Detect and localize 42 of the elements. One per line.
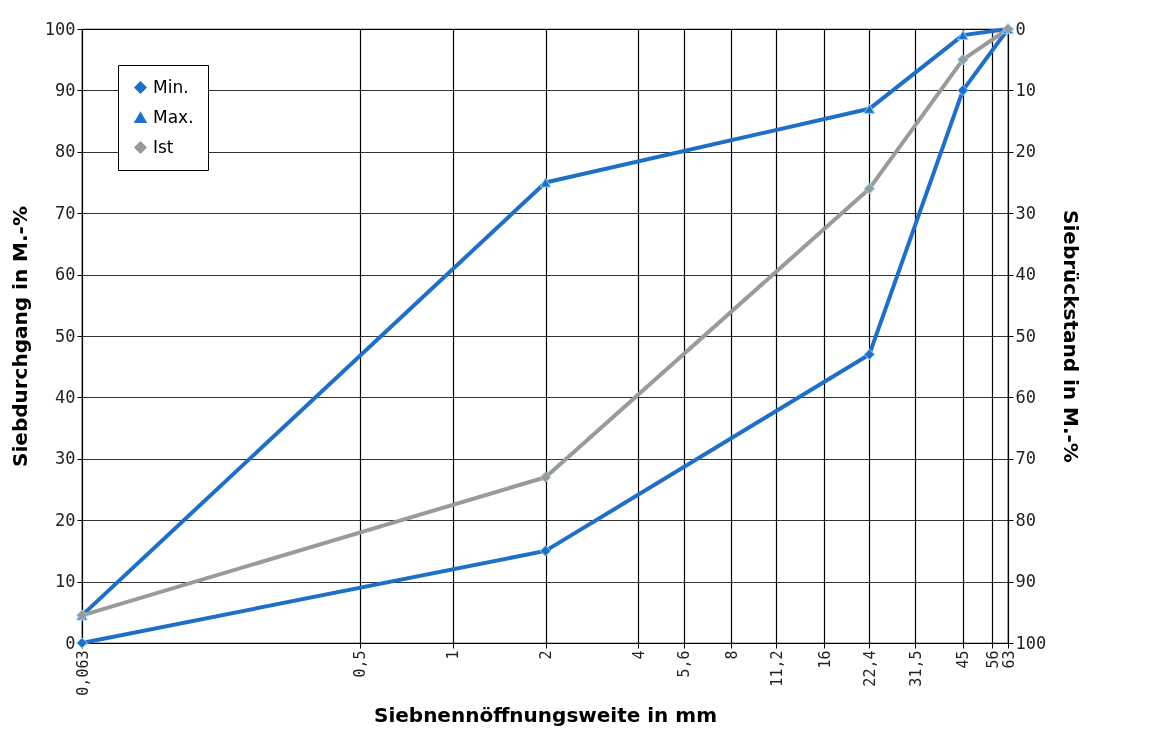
x-tick-label: 2: [537, 650, 556, 660]
x-axis-title: Siebnennöffnungsweite in mm: [373, 702, 718, 727]
legend-label: Ist: [153, 136, 174, 157]
x-tick-label: 11,2: [767, 650, 786, 687]
x-tick-label: 56: [983, 650, 1002, 669]
x-tick-label: 45: [954, 650, 973, 669]
x-tick-label: 22,4: [860, 650, 879, 687]
y2-tick-label: 70: [1015, 448, 1036, 469]
y-tick-label: 90: [55, 79, 76, 100]
legend-label: Min.: [153, 76, 189, 97]
x-tick-label: 5,6: [675, 650, 694, 678]
x-tick-label: 0,5: [351, 650, 370, 678]
y2-tick-label: 20: [1015, 141, 1036, 162]
y2-tick-label: 60: [1015, 386, 1036, 407]
y2-tick-label: 50: [1015, 325, 1036, 346]
y-tick-label: 60: [55, 264, 76, 285]
y2-tick-label: 80: [1015, 509, 1036, 530]
y-tick-label: 10: [55, 571, 76, 592]
y-tick-label: 0: [65, 632, 76, 653]
y2-tick-label: 90: [1015, 571, 1036, 592]
x-tick-label: 0,063: [73, 650, 92, 696]
y-tick-label: 50: [55, 325, 76, 346]
x-tick-label: 16: [815, 650, 834, 669]
x-tick-label: 8: [722, 650, 741, 660]
y-tick-label: 70: [55, 202, 76, 223]
y-axis-title: Siebdurchgang in M.-%: [7, 206, 32, 467]
y2-tick-label: 30: [1015, 202, 1036, 223]
y-tick-label: 40: [55, 386, 76, 407]
x-tick-label: 31,5: [906, 650, 925, 687]
y2-axis-title: Siebrückstand in M.-%: [1059, 210, 1084, 463]
y2-tick-label: 0: [1015, 18, 1026, 39]
y2-tick-label: 40: [1015, 264, 1036, 285]
y-tick-label: 80: [55, 141, 76, 162]
y-tick-label: 30: [55, 448, 76, 469]
y-tick-label: 100: [44, 18, 76, 39]
legend-label: Max.: [153, 106, 194, 127]
x-tick-label: 1: [444, 650, 463, 660]
x-tick-label: 4: [629, 650, 648, 660]
y2-tick-label: 100: [1015, 632, 1047, 653]
y2-tick-label: 10: [1015, 79, 1036, 100]
x-tick-label: 63: [999, 650, 1018, 669]
y-tick-label: 20: [55, 509, 76, 530]
